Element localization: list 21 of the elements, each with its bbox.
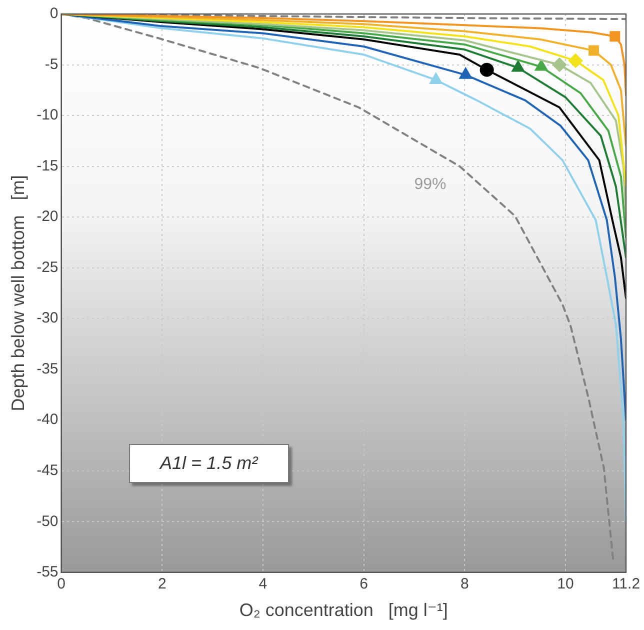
- y-tick-label: -25: [36, 258, 58, 276]
- y-tick-label: -20: [36, 208, 58, 226]
- y-tick-label: -35: [36, 360, 58, 378]
- y-tick-label: -10: [36, 106, 58, 124]
- x-tick-label: 11.2: [612, 576, 640, 593]
- y-axis-title: Depth below well bottom [m]: [8, 175, 28, 412]
- y-tick-label: -5: [44, 56, 58, 73]
- y-tick-label: 0: [50, 5, 58, 22]
- x-tick-label: 6: [360, 576, 368, 593]
- x-tick-label: 10: [557, 576, 574, 593]
- y-tick-label: -45: [36, 462, 58, 480]
- x-tick-label: 4: [258, 576, 268, 593]
- x-axis-title: O₂ concentration [mg l⁻¹]: [239, 600, 448, 620]
- y-tick-label: -40: [36, 411, 58, 428]
- y-tick-label: -30: [36, 310, 58, 327]
- y-tick-label: -55: [36, 564, 58, 581]
- annotation: 99%: [414, 176, 446, 194]
- x-tick-label: 8: [460, 576, 469, 593]
- y-tick-label: -15: [36, 157, 58, 174]
- y-tick-label: -50: [36, 512, 58, 530]
- x-tick-label: 2: [158, 576, 166, 593]
